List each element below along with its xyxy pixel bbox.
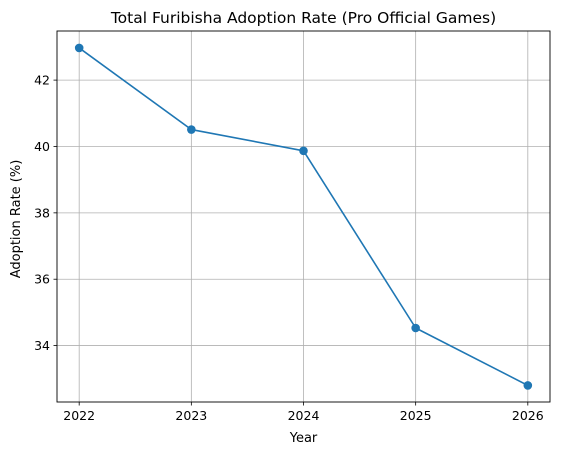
x-tick-label: 2023 (175, 408, 207, 423)
x-tick-label: 2022 (63, 408, 95, 423)
series (74, 43, 533, 390)
chart-title: Total Furibisha Adoption Rate (Pro Offic… (110, 9, 496, 27)
data-point (74, 43, 84, 53)
plot-area-frame (56, 30, 551, 403)
y-tick-label: 38 (34, 205, 50, 220)
y-axis-label: Adoption Rate (%) (9, 160, 24, 279)
x-tick-label: 2025 (400, 408, 432, 423)
y-tick-label: 40 (34, 139, 50, 154)
data-point (299, 146, 308, 156)
x-tick-label: 2026 (512, 408, 544, 423)
x-tick-label: 2024 (288, 408, 320, 423)
data-point (411, 323, 420, 333)
y-tick-label: 42 (34, 73, 50, 88)
grid (57, 31, 550, 402)
y-tick-label: 36 (34, 272, 50, 287)
axis-ticks: 2022 2023 2024 2025 2026 34 36 38 40 42 (34, 73, 544, 423)
x-axis-label: Year (289, 431, 318, 446)
y-tick-label: 34 (34, 338, 50, 353)
data-point (187, 125, 196, 134)
data-point (523, 381, 533, 390)
